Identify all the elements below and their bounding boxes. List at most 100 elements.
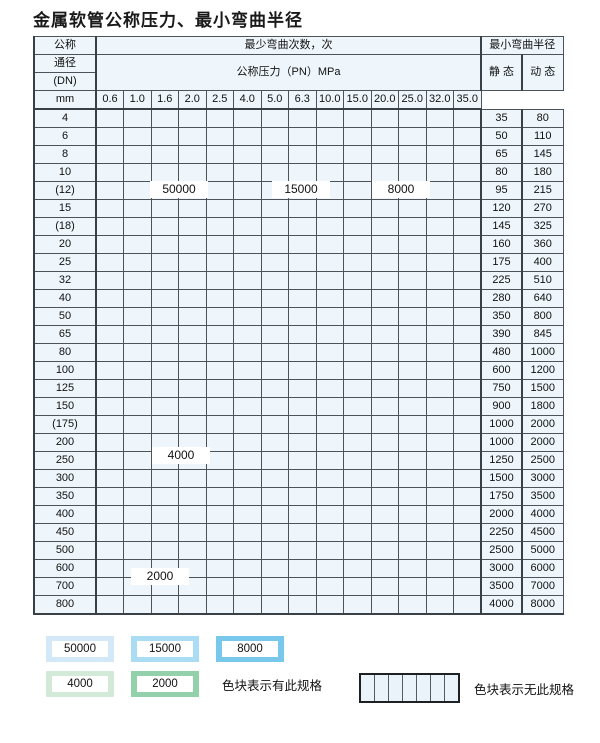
spec-cell — [315, 487, 344, 506]
dn-cell: 350 — [33, 487, 97, 506]
spec-cell — [288, 343, 317, 362]
spec-cell — [343, 487, 372, 506]
empty-cell — [431, 675, 445, 701]
spec-cell — [95, 451, 124, 470]
dn-cell: (175) — [33, 415, 97, 434]
dynamic-radius-cell: 7000 — [521, 577, 564, 596]
spec-cell — [205, 235, 234, 254]
spec-cell — [370, 253, 399, 272]
spec-cell — [123, 108, 152, 128]
spec-cell — [95, 181, 124, 200]
legend-chip-value: 15000 — [137, 641, 193, 657]
spec-cell — [315, 469, 344, 488]
spec-cell — [425, 307, 454, 326]
spec-cell — [95, 541, 124, 560]
spec-cell — [425, 199, 454, 218]
spec-cell — [205, 469, 234, 488]
spec-cell — [205, 307, 234, 326]
spec-cell — [398, 235, 427, 254]
dn-cell: (18) — [33, 217, 97, 236]
spec-cell — [150, 541, 179, 560]
spec-cell — [205, 163, 234, 182]
spec-cell — [398, 487, 427, 506]
spec-cell — [260, 307, 289, 326]
pressure-col-header-0: 0.6 — [95, 90, 124, 110]
spec-cell — [343, 451, 372, 470]
spec-cell — [123, 199, 152, 218]
empty-cell — [417, 675, 431, 701]
spec-cell — [150, 397, 179, 416]
dn-cell: 65 — [33, 325, 97, 344]
spec-cell — [233, 199, 262, 218]
spec-cell — [178, 127, 207, 146]
spec-cell — [425, 271, 454, 290]
table-row: 10 80 180 — [33, 163, 564, 182]
spec-cell — [288, 505, 317, 524]
spec-cell — [398, 307, 427, 326]
spec-cell — [260, 235, 289, 254]
spec-cell — [205, 379, 234, 398]
spec-cell — [370, 199, 399, 218]
dynamic-radius-cell: 80 — [521, 108, 564, 128]
dn-header-line-4: mm — [33, 90, 97, 110]
spec-cell — [398, 289, 427, 308]
spec-cell — [370, 145, 399, 164]
dynamic-radius-cell: 3000 — [521, 469, 564, 488]
dynamic-radius-cell: 1000 — [521, 343, 564, 362]
bend-count-header: 最少弯曲次数，次 — [95, 36, 482, 55]
dynamic-radius-cell: 4000 — [521, 505, 564, 524]
has-spec-label: 色块表示有此规格 — [222, 678, 323, 693]
dn-cell: 150 — [33, 397, 97, 416]
spec-cell — [233, 343, 262, 362]
spec-cell — [425, 253, 454, 272]
spec-cell — [453, 595, 482, 615]
spec-cell — [288, 595, 317, 615]
spec-cell — [398, 253, 427, 272]
spec-cell — [205, 541, 234, 560]
spec-cell — [205, 127, 234, 146]
table-row: 800 4000 8000 — [33, 595, 564, 615]
spec-cell — [315, 397, 344, 416]
dn-cell: 50 — [33, 307, 97, 326]
dn-header-line-2: 通径 — [33, 54, 97, 73]
spec-cell — [260, 505, 289, 524]
legend-row-blue: 50000 15000 8000 — [46, 636, 322, 662]
static-radius-cell: 4000 — [480, 595, 523, 615]
static-radius-cell: 390 — [480, 325, 523, 344]
spec-cell — [370, 307, 399, 326]
pressure-col-header-1: 1.0 — [123, 90, 152, 110]
spec-cell — [315, 325, 344, 344]
legend-chip: 15000 — [131, 636, 199, 662]
spec-cell — [288, 217, 317, 236]
spec-cell — [343, 397, 372, 416]
spec-cell — [260, 217, 289, 236]
spec-cell — [260, 379, 289, 398]
header-row-2: 通径 公称压力（PN）MPa 静 态 动 态 — [33, 54, 564, 91]
spec-cell — [150, 325, 179, 344]
spec-cell — [343, 559, 372, 578]
spec-cell — [95, 127, 124, 146]
spec-cell — [288, 415, 317, 434]
spec-cell — [150, 271, 179, 290]
spec-cell — [425, 469, 454, 488]
spec-cell — [95, 307, 124, 326]
spec-cell — [398, 397, 427, 416]
spec-cell — [123, 415, 152, 434]
dn-cell: 800 — [33, 595, 97, 615]
dn-cell: 600 — [33, 559, 97, 578]
static-radius-cell: 1250 — [480, 451, 523, 470]
spec-cell — [398, 127, 427, 146]
spec-cell — [150, 108, 179, 128]
static-radius-cell: 2250 — [480, 523, 523, 542]
spec-cell — [370, 289, 399, 308]
spec-cell — [233, 451, 262, 470]
static-radius-cell: 600 — [480, 361, 523, 380]
spec-cell — [370, 559, 399, 578]
spec-cell — [205, 559, 234, 578]
table-row: 25 175 400 — [33, 253, 564, 272]
spec-cell — [233, 307, 262, 326]
static-radius-cell: 3000 — [480, 559, 523, 578]
spec-cell — [398, 163, 427, 182]
spec-cell — [288, 451, 317, 470]
